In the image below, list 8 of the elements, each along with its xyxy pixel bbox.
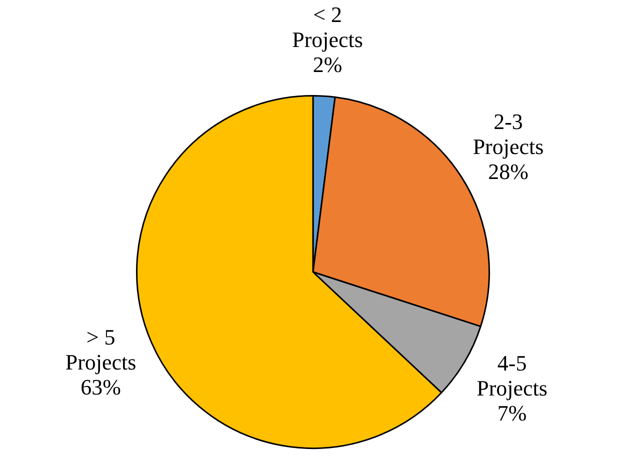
slice-label: > 5 Projects	[65, 324, 136, 375]
data-label: 63%	[80, 374, 121, 400]
data-label: 2%	[312, 52, 342, 77]
slice-label: 2-3 Projects	[472, 108, 544, 159]
slice-label: < 2 Projects	[292, 2, 363, 52]
slice-label: 4-5 Projects	[476, 350, 548, 400]
data-label: 28%	[488, 158, 528, 184]
data-label: 7%	[497, 400, 527, 426]
